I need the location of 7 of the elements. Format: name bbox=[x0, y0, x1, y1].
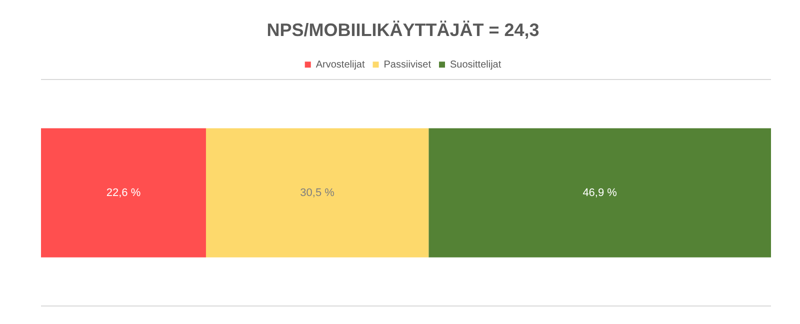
legend-label: Arvostelijat bbox=[316, 59, 365, 70]
data-label: 46,9 % bbox=[582, 186, 618, 199]
data-label: 22,6 % bbox=[106, 186, 141, 199]
legend-label: Suosittelijat bbox=[450, 59, 502, 70]
data-label: 30,5 % bbox=[300, 186, 335, 199]
legend-label: Passiiviset bbox=[384, 59, 432, 70]
chart-title: NPS/MOBIILIKÄYTTÄJÄT = 24,3 bbox=[266, 20, 540, 40]
